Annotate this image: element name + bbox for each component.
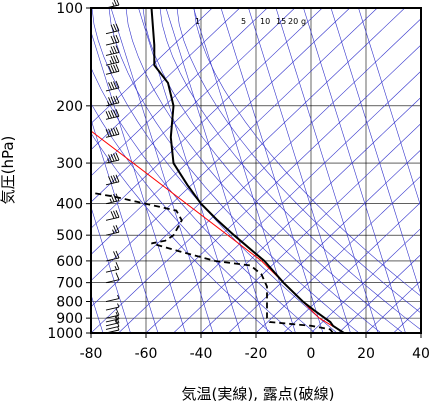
wind-barb	[105, 262, 120, 273]
y-tick-label: 400	[56, 197, 83, 213]
wind-barb	[105, 109, 120, 120]
moist-adiabat	[108, 8, 360, 333]
wind-barb	[105, 95, 120, 107]
moist-adiabat	[91, 8, 338, 333]
tick-layer: -80 -60 -40 -20 0 20 40 100 200 300 400 500 600 700 80…	[47, 1, 430, 362]
wind-barb	[105, 210, 120, 221]
wind-barb	[105, 193, 120, 205]
skewed-isotherm	[228, 149, 421, 333]
y-tick-label: 200	[56, 99, 83, 115]
skewed-isotherm	[145, 70, 421, 333]
wind-barb	[105, 272, 120, 284]
wind-barb	[105, 64, 120, 75]
x-tick-label: -60	[135, 346, 158, 362]
wind-barb	[105, 34, 120, 46]
moist-adiabat	[91, 102, 294, 333]
y-tick-label: 300	[56, 156, 83, 172]
moist-adiabat	[125, 8, 382, 333]
mixing-ratio-label: 15	[276, 17, 286, 26]
mixing-ratio-line	[91, 118, 159, 333]
x-tick-label: 20	[357, 346, 375, 362]
skewed-isotherm	[200, 123, 421, 333]
mixing-ratio-label: 1	[195, 17, 200, 26]
wind-barb	[105, 303, 120, 311]
skewed-isotherm	[255, 175, 421, 333]
x-axis-title: 気温(実線), 露点(破線)	[182, 385, 335, 403]
mixing-ratio-line	[91, 206, 131, 333]
y-tick-label: 500	[56, 228, 83, 244]
mixing-ratio-line	[358, 8, 421, 209]
wind-barb	[105, 127, 120, 138]
x-tick-label: -40	[190, 346, 213, 362]
y-tick-label: 100	[56, 1, 83, 17]
wind-barb	[105, 174, 120, 186]
moist-adiabat	[91, 132, 272, 333]
moist-adiabat	[142, 8, 404, 333]
skewed-isotherm	[338, 254, 421, 333]
y-tick-label: 900	[56, 311, 83, 327]
wind-barb	[105, 55, 120, 66]
skewed-isotherm	[118, 44, 421, 333]
skewed-isotherm	[310, 227, 421, 333]
wind-barb	[105, 152, 120, 164]
moist-adiabat	[193, 8, 421, 297]
wind-barb	[105, 23, 120, 35]
y-tick-label: 1000	[47, 326, 83, 342]
mixing-ratio-line	[220, 8, 324, 333]
wind-barb	[105, 224, 120, 236]
y-tick-label: 700	[56, 276, 83, 292]
data-layer	[91, 8, 345, 333]
mixing-ratio-line	[165, 8, 269, 333]
moist-adiabat	[176, 8, 421, 314]
y-axis-title: 気圧(hPa)	[0, 136, 17, 205]
temperature-profile	[150, 8, 345, 333]
mixing-ratio-line	[275, 8, 379, 333]
mixing-ratio-line	[138, 8, 241, 333]
mixing-ratio-line	[303, 8, 406, 333]
mixing-ratio-label: g	[301, 17, 306, 26]
mixing-ratio-line	[193, 8, 296, 333]
wind-barb	[105, 294, 120, 302]
dewpoint-profile	[91, 191, 334, 333]
mixing-ratio-label: 20	[288, 17, 298, 26]
y-tick-label: 600	[56, 254, 83, 270]
x-tick-label: -20	[245, 346, 268, 362]
y-tick-label: 800	[56, 295, 83, 311]
mixing-ratio-label: 10	[260, 17, 270, 26]
wind-barb	[105, 45, 120, 56]
mixing-ratio-line	[330, 8, 421, 296]
skewed-isotherm	[173, 96, 421, 333]
mixing-ratio-line	[110, 8, 214, 333]
x-tick-label: 0	[307, 346, 316, 362]
mixing-ratio-labels: 1 5 10 15 20 g	[195, 17, 306, 26]
x-tick-label: 40	[412, 346, 430, 362]
skewed-isotherm	[283, 201, 421, 333]
moist-adiabat	[159, 8, 421, 331]
mixing-ratio-line	[248, 8, 351, 333]
wind-barb	[105, 307, 120, 319]
x-tick-label: -80	[80, 346, 103, 362]
wind-barb	[105, 250, 120, 262]
wind-barb	[105, 80, 120, 92]
mixing-ratio-label: 5	[241, 17, 246, 26]
mixing-ratio-line	[91, 30, 186, 333]
wind-barb-layer	[105, 0, 120, 334]
moist-adiabat	[91, 66, 316, 333]
